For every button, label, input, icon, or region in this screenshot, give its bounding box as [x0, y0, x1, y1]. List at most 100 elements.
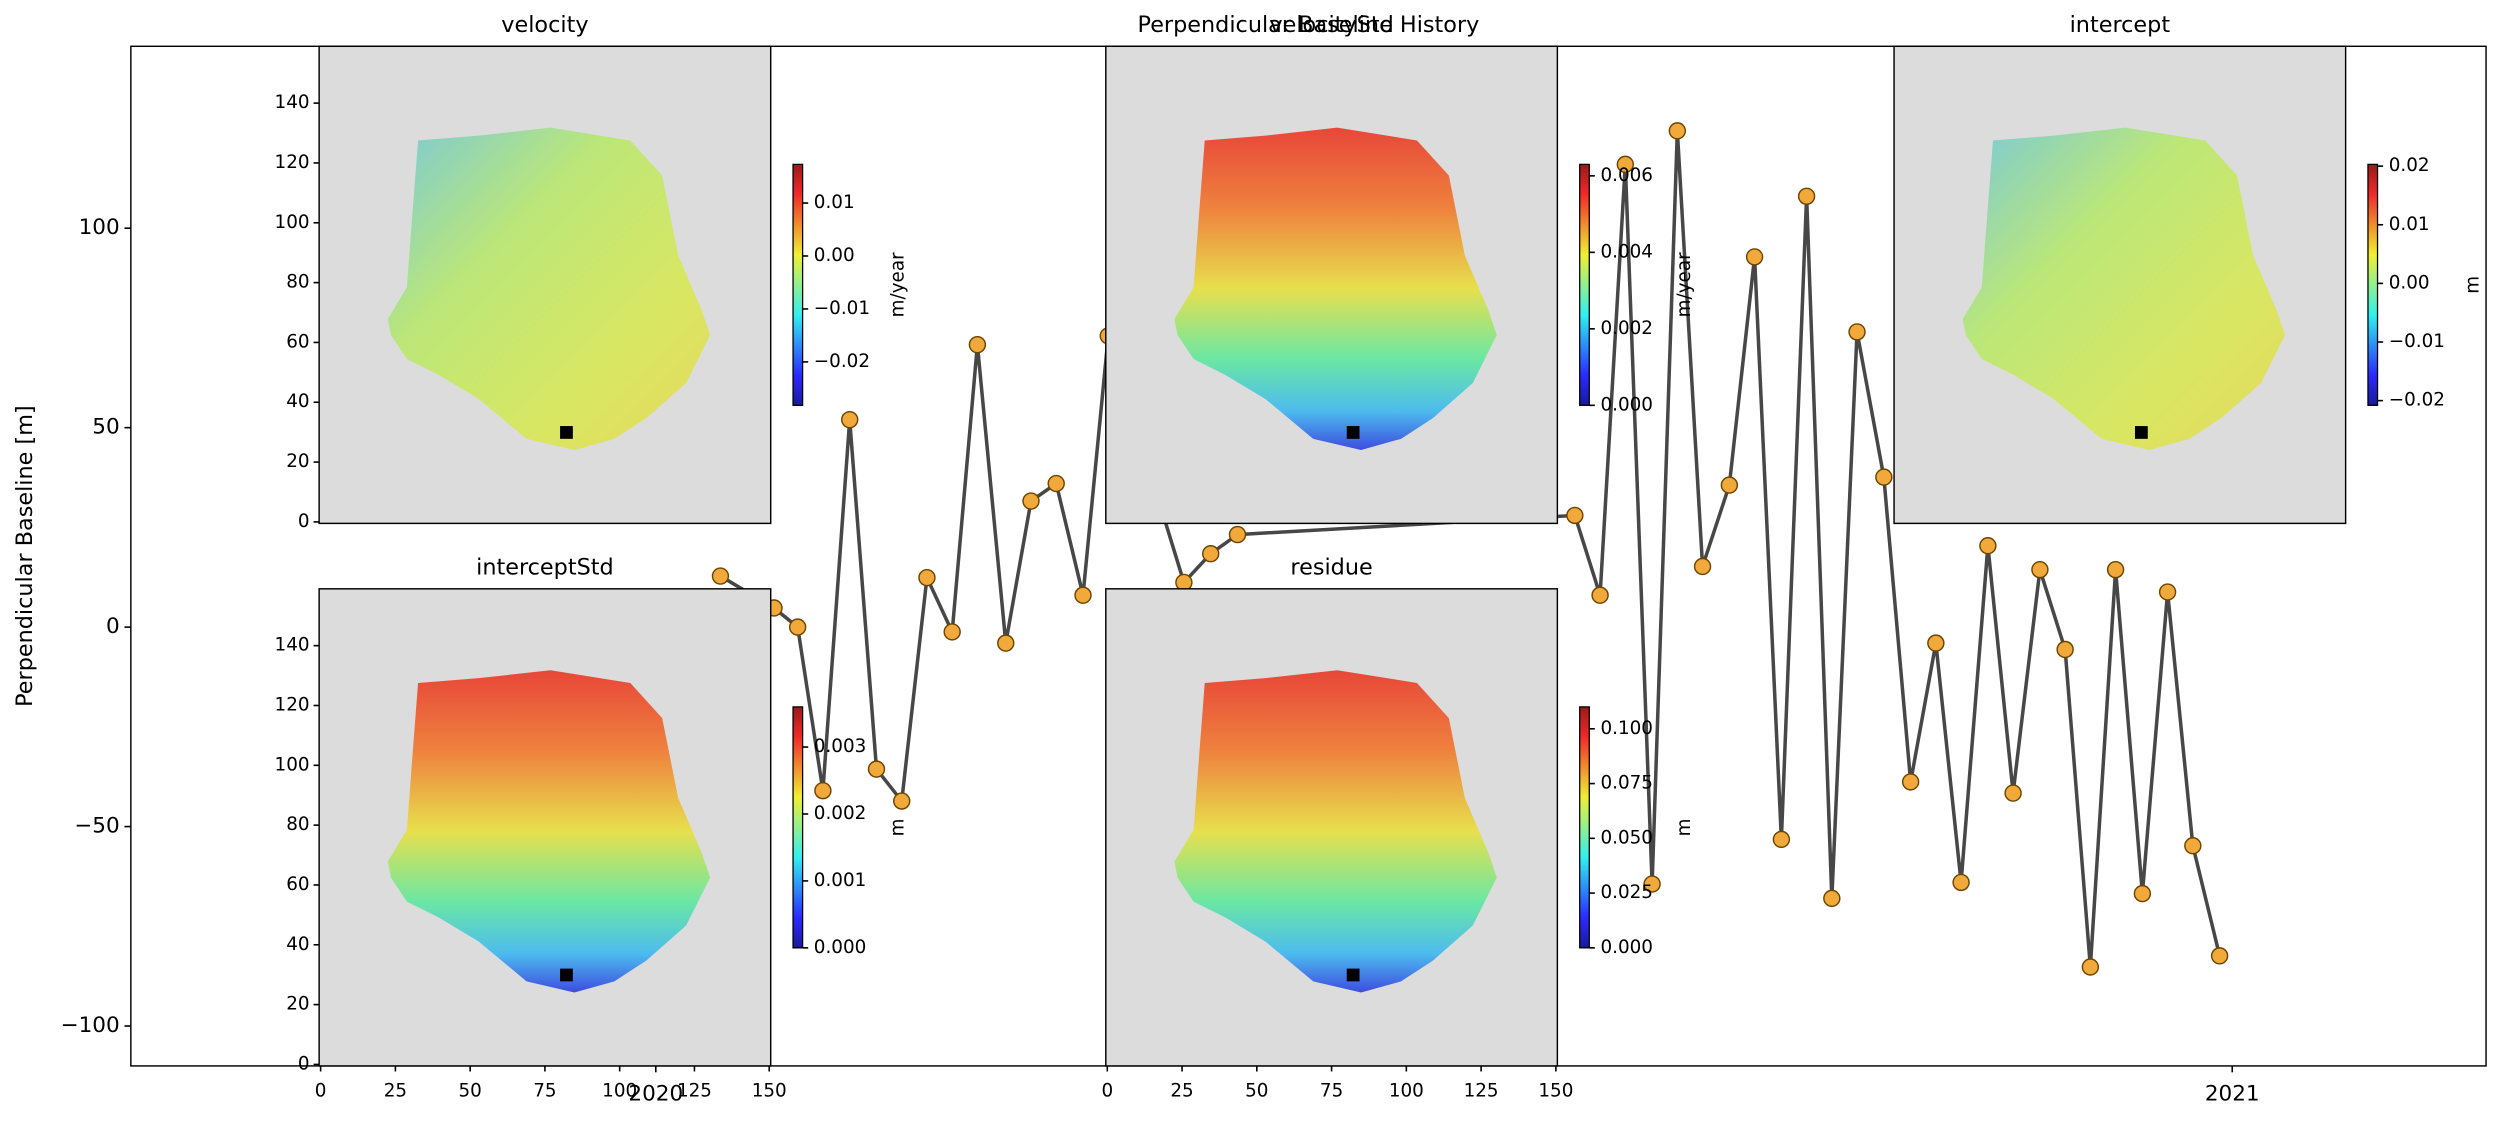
- colorbar-tick-label: 0.002: [1600, 318, 1653, 339]
- baseline-point: [814, 781, 832, 800]
- y-tick-label: 100: [79, 215, 120, 240]
- baseline-point: [2210, 947, 2229, 965]
- y-tick-label: 140: [275, 92, 310, 113]
- x-tick-label: 125: [677, 1080, 712, 1101]
- colorbar-tick-label: 0.002: [814, 803, 867, 824]
- baseline-point: [1797, 187, 1816, 205]
- x-tick-label: 2021: [2205, 1082, 2260, 1107]
- y-tick-label: 120: [275, 152, 310, 173]
- y-tick-label: 20: [286, 994, 309, 1015]
- baseline-point: [1175, 573, 1193, 592]
- image-frame: [1893, 45, 2347, 525]
- y-tick-label: 60: [286, 874, 309, 895]
- x-tick-label: 50: [458, 1080, 481, 1101]
- colorbar: [792, 163, 804, 406]
- y-tick-label: −100: [61, 1013, 120, 1038]
- y-tick-label: 20: [286, 451, 309, 472]
- y-tick-label: 40: [286, 391, 309, 412]
- colorbar: [792, 706, 804, 949]
- colorbar-tick-label: 0.01: [2389, 214, 2430, 235]
- colorbar-tick-label: 0.075: [1600, 773, 1653, 794]
- y-tick-label: 50: [92, 415, 119, 440]
- x-tick-label: 75: [533, 1080, 556, 1101]
- y-tick-label: 80: [286, 272, 309, 293]
- colorbar-tick-label: 0.00: [2389, 272, 2430, 293]
- y-tick-label: 120: [275, 694, 310, 715]
- baseline-point: [2158, 583, 2177, 601]
- baseline-point: [1074, 586, 1092, 604]
- colorbar-label: m: [1674, 818, 1695, 836]
- reference-point: [560, 968, 573, 982]
- x-tick-label: 25: [384, 1080, 407, 1101]
- image-frame: [1105, 45, 1559, 525]
- x-tick-label: 100: [1389, 1080, 1424, 1101]
- baseline-point: [841, 410, 859, 429]
- y-tick-label: 80: [286, 814, 309, 835]
- baseline-point: [1848, 323, 1866, 341]
- colorbar-tick-label: 0.025: [1600, 882, 1653, 903]
- x-tick-label: 2020: [628, 1082, 683, 1107]
- baseline-point: [2106, 560, 2125, 579]
- colorbar-tick-label: −0.01: [2389, 331, 2445, 352]
- baseline-point: [943, 623, 961, 641]
- baseline-point: [1228, 525, 1247, 544]
- chart-title: Perpendicular Baseline History: [1138, 12, 1480, 38]
- y-tick-label: 60: [286, 331, 309, 352]
- panel-title: interceptStd: [476, 555, 614, 581]
- baseline-point: [1901, 773, 1920, 791]
- panel-title: velocity: [501, 12, 588, 38]
- colorbar-tick-label: −0.01: [814, 298, 870, 319]
- colorbar: [2367, 163, 2379, 406]
- colorbar-tick-label: 0.001: [814, 870, 867, 891]
- colorbar-label: m: [2462, 276, 2483, 294]
- colorbar-tick-label: 0.000: [1600, 394, 1653, 415]
- baseline-line: [719, 130, 2222, 968]
- baseline-point: [1772, 830, 1791, 849]
- colorbar-tick-label: 0.00: [814, 245, 855, 266]
- x-tick-label: 150: [752, 1080, 787, 1101]
- y-axis-label: Perpendicular Baseline [m]: [12, 405, 38, 707]
- x-tick-label: 50: [1245, 1080, 1268, 1101]
- x-tick-label: 0: [315, 1080, 327, 1101]
- x-tick-label: 150: [1538, 1080, 1573, 1101]
- y-tick-label: 140: [275, 635, 310, 656]
- y-tick-label: −50: [74, 814, 119, 839]
- colorbar-label: m/year: [1674, 252, 1695, 317]
- baseline-point: [2133, 884, 2152, 903]
- baseline-point: [997, 634, 1015, 652]
- colorbar-tick-label: 0.004: [1600, 241, 1653, 262]
- colorbar-tick-label: 0.003: [814, 736, 867, 757]
- x-tick-label: 0: [1101, 1080, 1113, 1101]
- y-tick-label: 100: [275, 754, 310, 775]
- baseline-point: [1823, 889, 1841, 908]
- panel-title: residue: [1290, 555, 1372, 581]
- baseline-point: [1668, 122, 1687, 140]
- y-tick-label: 40: [286, 934, 309, 955]
- baseline-point: [1720, 476, 1739, 494]
- reference-point: [1346, 968, 1360, 982]
- baseline-point: [1047, 474, 1065, 493]
- baseline-point: [1202, 545, 1220, 563]
- y-tick-label: 0: [106, 614, 120, 639]
- colorbar-tick-label: 0.050: [1600, 827, 1653, 848]
- colorbar-tick-label: 0.000: [1600, 937, 1653, 958]
- baseline-point: [1875, 468, 1893, 486]
- colorbar-label: m/year: [887, 252, 908, 317]
- baseline-point: [2031, 560, 2049, 579]
- colorbar-tick-label: 0.01: [814, 192, 855, 213]
- reference-point: [1346, 426, 1360, 439]
- baseline-point: [918, 568, 936, 587]
- baseline-point: [1952, 873, 1970, 892]
- baseline-point: [893, 792, 911, 810]
- y-tick-label: 0: [298, 511, 310, 532]
- baseline-point: [1591, 586, 1609, 604]
- baseline-point: [1927, 634, 1945, 652]
- baseline-point: [867, 760, 886, 778]
- baseline-point: [2081, 958, 2100, 976]
- baseline-point: [1745, 248, 1764, 266]
- panel-title: velocityStd: [1269, 12, 1393, 38]
- colorbar: [1579, 706, 1590, 949]
- colorbar-label: m: [887, 818, 908, 836]
- x-tick-label: 100: [602, 1080, 637, 1101]
